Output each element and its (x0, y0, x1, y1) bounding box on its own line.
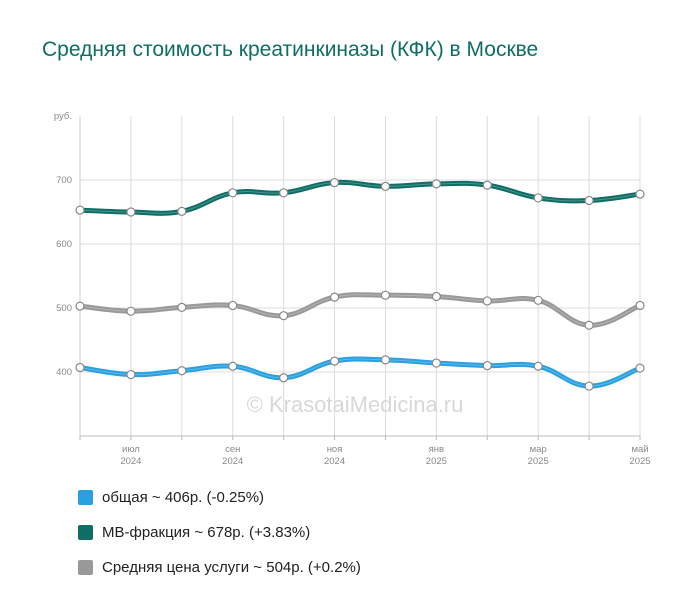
data-point-total (329, 356, 340, 366)
y-tick-label: 500 (56, 303, 72, 314)
x-tick-label-year: 2025 (528, 456, 549, 467)
x-tick-label-year: 2024 (222, 456, 243, 467)
series-line-avg (77, 292, 643, 328)
data-point-total (431, 358, 441, 368)
data-point-mb (584, 195, 594, 206)
data-point-mb (533, 193, 543, 203)
series-line-highlight-avg (79, 294, 641, 326)
data-point-total (533, 361, 543, 371)
data-point-mb (431, 179, 441, 189)
data-point-mb (380, 181, 391, 191)
y-tick-label: 600 (56, 239, 72, 250)
legend-item-total[interactable]: общая ~ 406р. (-0.25%) (78, 480, 361, 515)
data-point-mb (279, 188, 289, 198)
chart-grid (79, 116, 641, 436)
data-point-avg (228, 300, 238, 311)
x-tick-label-month: мар (530, 444, 547, 455)
data-point-mb (75, 205, 85, 215)
x-tick-label-year: 2024 (120, 456, 141, 467)
legend-item-avg[interactable]: Средняя цена услуги ~ 504р. (+0.2%) (78, 550, 361, 585)
legend-label-mb: МВ-фракция ~ 678р. (+3.83%) (102, 524, 311, 541)
chart-legend: общая ~ 406р. (-0.25%) МВ-фракция ~ 678р… (78, 480, 361, 585)
data-point-avg (482, 296, 492, 306)
legend-swatch-mb (78, 525, 93, 540)
data-point-total (126, 369, 136, 380)
data-point-total (177, 366, 187, 376)
data-point-avg (75, 301, 85, 311)
legend-label-total: общая ~ 406р. (-0.25%) (102, 489, 265, 506)
data-point-total (75, 362, 85, 373)
data-point-total (482, 361, 492, 371)
data-point-mb (635, 189, 645, 199)
series-line-mb (77, 179, 643, 216)
series-line-total (77, 356, 643, 389)
x-tick-label-month: сен (225, 444, 240, 455)
y-tick-label: 700 (56, 175, 72, 186)
legend-label-avg: Средняя цена услуги ~ 504р. (+0.2%) (102, 559, 361, 576)
y-axis-unit-label: руб. (54, 111, 72, 122)
data-point-total (380, 355, 391, 365)
data-point-avg (126, 306, 136, 316)
data-point-mb (126, 207, 136, 217)
chart-axes: 400500600700руб.июл2024сен2024ноя2024янв… (54, 111, 651, 467)
data-point-avg (177, 302, 187, 312)
data-point-mb (482, 180, 492, 190)
data-point-total (228, 361, 238, 371)
data-point-mb (177, 206, 187, 216)
data-point-avg (279, 311, 289, 321)
y-tick-label: 400 (56, 367, 72, 378)
data-point-mb (329, 177, 340, 188)
legend-swatch-total (78, 490, 93, 505)
x-tick-label-month: ноя (327, 444, 343, 455)
x-tick-label-month: май (631, 444, 648, 455)
data-point-avg (584, 320, 594, 330)
line-chart: 400500600700руб.июл2024сен2024ноя2024янв… (54, 111, 651, 467)
series-line-highlight-mb (79, 181, 641, 214)
legend-swatch-avg (78, 560, 93, 575)
data-point-total (635, 363, 645, 373)
watermark-text: © KrasotaiMedicina.ru (247, 392, 464, 417)
chart-title: Средняя стоимость креатинкиназы (КФК) в … (42, 38, 539, 61)
chart-series (75, 177, 645, 391)
data-point-total (584, 381, 594, 391)
x-tick-label-month: янв (429, 444, 444, 455)
data-point-total (279, 373, 289, 383)
series-line-highlight-total (79, 358, 641, 387)
data-point-avg (635, 300, 645, 311)
data-point-avg (431, 291, 441, 302)
x-tick-label-year: 2025 (426, 456, 447, 467)
data-point-avg (329, 292, 340, 302)
x-tick-label-month: июл (122, 444, 140, 455)
data-point-avg (533, 295, 543, 305)
legend-item-mb[interactable]: МВ-фракция ~ 678р. (+3.83%) (78, 515, 361, 550)
x-tick-label-year: 2025 (629, 456, 650, 467)
data-point-avg (380, 290, 391, 300)
data-point-mb (228, 188, 238, 198)
x-tick-label-year: 2024 (324, 456, 345, 467)
